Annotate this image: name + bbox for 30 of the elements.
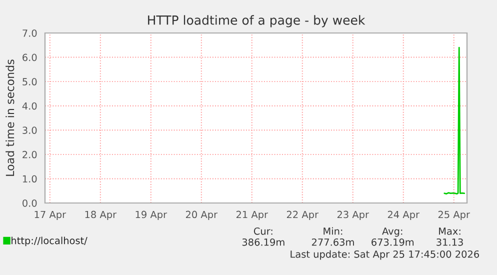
y-tick-label: 1.0 (22, 175, 37, 183)
y-tick-label: 4.0 (22, 102, 37, 110)
text: 277.63m (312, 238, 354, 246)
x-tick-label: 25 Apr (438, 210, 470, 220)
line-series (444, 46, 466, 194)
text: Min: (324, 227, 342, 235)
y-tick-label: 2.0 (22, 150, 37, 158)
x-tick-label: 24 Apr (388, 210, 420, 220)
y-tick-label: 3.0 (22, 126, 37, 134)
y-axis-title: Load time in seconds (6, 60, 14, 176)
text: 673.19m (372, 238, 414, 246)
x-tick-label: 19 Apr (136, 210, 168, 220)
text: 386.19m (242, 238, 284, 246)
text: 31.13 (436, 238, 463, 246)
y-tick-label: 6.0 (22, 54, 37, 62)
x-tick-label: 20 Apr (186, 210, 218, 220)
legend-label: http://localhost/ (12, 236, 88, 246)
y-tick-label: 0.0 (22, 199, 37, 207)
x-tick-label: 21 Apr (236, 210, 268, 220)
text: Last update: Sat Apr 25 17:45:00 2026 (290, 250, 479, 260)
y-tick-label: 5.0 (22, 78, 37, 86)
x-tick-label: 17 Apr (34, 210, 66, 220)
x-tick-label: 18 Apr (85, 210, 117, 220)
text: Max: (439, 228, 460, 235)
x-tick-label: 22 Apr (286, 210, 319, 220)
text: Cur: (254, 227, 272, 235)
chart-title: HTTP loadtime of a page - by week (148, 15, 366, 28)
text: Avg: (382, 228, 402, 237)
x-tick-label: 23 Apr (337, 210, 370, 220)
y-tick-label: 7.0 (22, 29, 37, 37)
